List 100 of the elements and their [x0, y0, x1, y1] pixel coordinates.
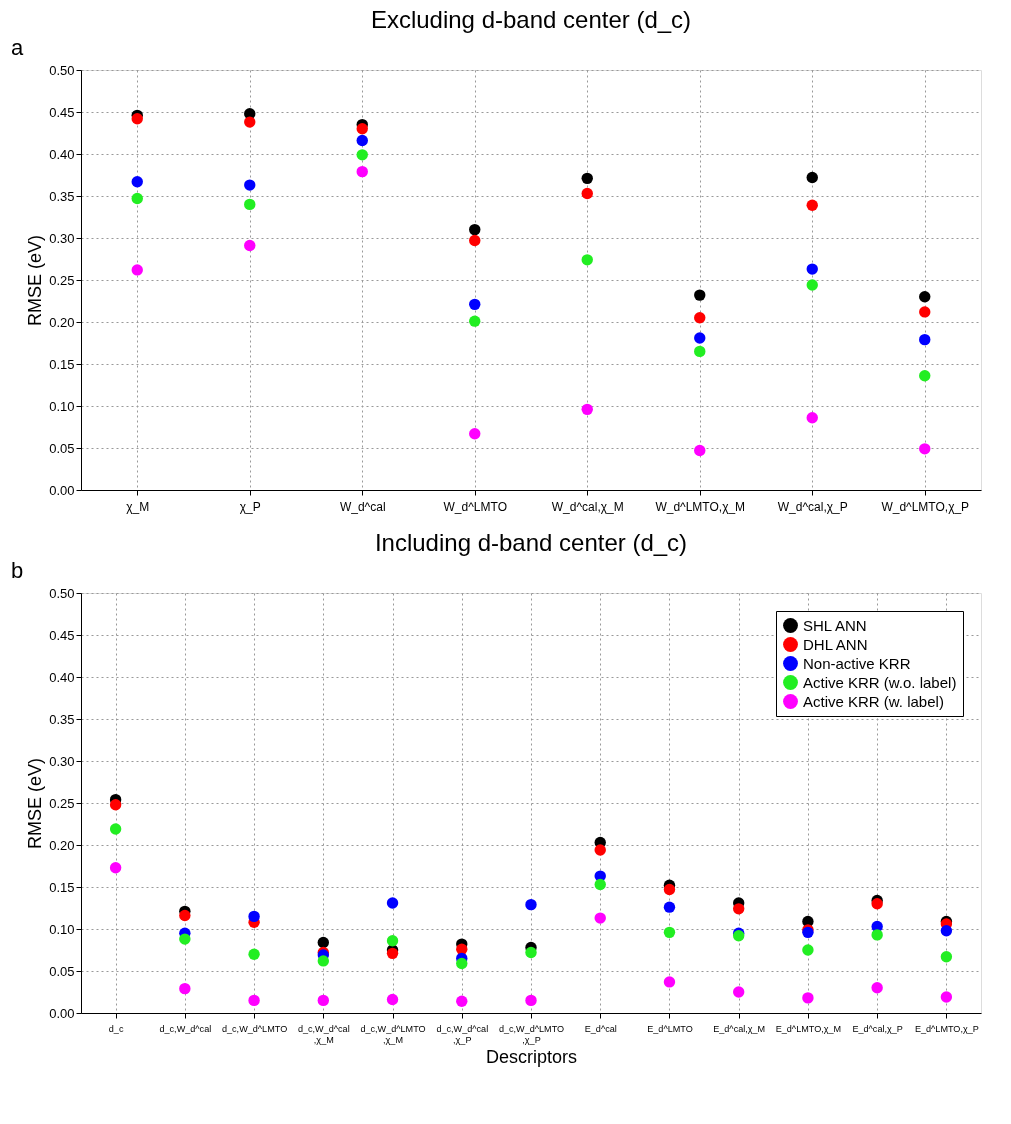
y-tick-label: 0.50 [49, 585, 75, 601]
point [806, 199, 818, 211]
point [179, 909, 191, 922]
point [581, 254, 593, 266]
x-tick-label: E_d^LMTO,χ_M [775, 1023, 842, 1034]
point [940, 991, 953, 1003]
legend-label: SHL ANN [803, 616, 867, 634]
point [919, 370, 931, 382]
point [694, 312, 706, 324]
point [732, 903, 745, 915]
x-tick-label: W_d^cal [339, 499, 386, 514]
point [694, 289, 706, 301]
point [871, 898, 883, 910]
point [248, 994, 260, 1007]
point [525, 994, 537, 1007]
text: a [11, 35, 24, 60]
point [806, 171, 818, 184]
x-tick-label: E_d^cal,χ_P [852, 1023, 903, 1034]
point [581, 403, 593, 416]
point [244, 116, 256, 128]
point [594, 844, 606, 856]
y-tick-label: 0.30 [49, 753, 75, 769]
point [317, 936, 330, 949]
point [594, 878, 606, 891]
x-tick-label: E_d^cal [584, 1023, 617, 1034]
y-tick-label: 0.15 [49, 879, 75, 895]
point [806, 279, 818, 291]
y-tick-label: 0.00 [49, 482, 75, 498]
y-tick-label: 0.40 [49, 669, 75, 685]
point [694, 444, 706, 457]
point [525, 898, 537, 911]
y-axis-title: RMSE (eV) [25, 234, 46, 327]
text: b [11, 558, 24, 583]
y-tick-label: 0.20 [49, 837, 75, 853]
point [248, 910, 260, 923]
point [179, 982, 191, 995]
x-tick-label: E_d^LMTO [647, 1023, 693, 1034]
y-tick-label: 0.25 [49, 272, 75, 288]
point [356, 134, 368, 147]
point [109, 823, 122, 835]
x-tick-label: d_c,W_d^LMTO [221, 1023, 288, 1034]
x-tick-label: χ_M [126, 499, 150, 514]
x-tick-label: W_d^LMTO,χ_M [655, 499, 746, 514]
point [871, 929, 883, 941]
point [356, 149, 368, 161]
point [663, 926, 676, 939]
point [802, 944, 814, 956]
y-tick-label: 0.10 [49, 921, 75, 937]
point [919, 333, 931, 346]
legend-label: DHL ANN [803, 635, 868, 653]
y-tick-label: 0.35 [49, 711, 75, 727]
y-tick-label: 0.25 [49, 795, 75, 811]
y-tick-label: 0.15 [49, 356, 75, 372]
point [456, 957, 468, 970]
point [179, 933, 191, 945]
y-tick-label: 0.10 [49, 398, 75, 414]
point [663, 976, 676, 988]
point [806, 263, 818, 275]
x-tick-label: E_d^cal,χ_M [713, 1023, 766, 1034]
point [109, 798, 122, 811]
y-tick-label: 0.05 [49, 963, 75, 979]
x-tick-label: W_d^cal,χ_P [777, 499, 848, 514]
point [871, 982, 883, 994]
legend-label: Active KRR (w. label) [803, 692, 944, 710]
x-tick-label: E_d^LMTO,χ_P [914, 1023, 979, 1034]
point [940, 924, 953, 937]
x-tick-label: d_c,W_d^cal ,χ_M [297, 1023, 350, 1045]
point [469, 234, 481, 247]
point [919, 443, 931, 455]
point [694, 345, 706, 358]
point [919, 291, 931, 303]
point [456, 995, 468, 1007]
point [109, 861, 122, 874]
point [386, 897, 399, 909]
point [802, 992, 814, 1004]
point [663, 883, 676, 896]
point [317, 955, 330, 967]
point [581, 187, 593, 200]
x-tick-label: d_c,W_d^LMTO ,χ_P [498, 1023, 565, 1045]
y-tick-label: 0.45 [49, 627, 75, 643]
x-tick-label: W_d^cal,χ_M [551, 499, 624, 514]
point [248, 948, 260, 960]
point [469, 428, 481, 440]
y-tick-label: 0.45 [49, 104, 75, 120]
chart-title: Including d-band center (d_c) [374, 529, 688, 556]
point [317, 994, 330, 1007]
point [469, 223, 481, 236]
point [525, 946, 537, 959]
point [386, 935, 399, 947]
point [244, 198, 256, 211]
x-tick-label: χ_P [239, 499, 261, 514]
y-tick-label: 0.40 [49, 146, 75, 162]
point [386, 947, 399, 960]
point [131, 176, 143, 188]
point [919, 306, 931, 318]
x-tick-label: d_c,W_d^LMTO ,χ_M [360, 1023, 426, 1045]
legend-label: Non-active KRR [803, 654, 911, 672]
point [694, 332, 706, 344]
point [244, 239, 256, 252]
point [386, 993, 399, 1006]
